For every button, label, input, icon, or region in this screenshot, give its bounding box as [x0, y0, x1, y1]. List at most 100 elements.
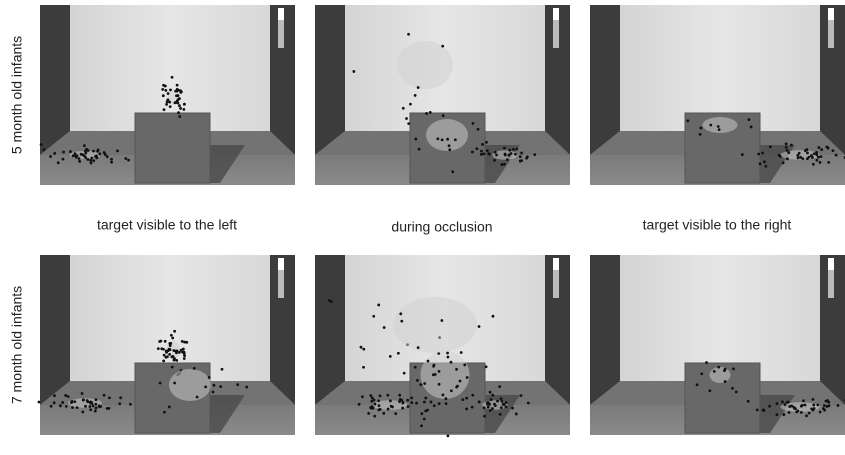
gaze-point [169, 88, 172, 92]
gaze-point [370, 399, 374, 403]
gaze-point [89, 161, 93, 165]
gaze-point [818, 410, 822, 414]
gaze-point [827, 404, 831, 408]
gaze-point [451, 170, 455, 174]
gaze-point [82, 398, 85, 402]
gaze-point [42, 148, 46, 152]
gaze-point [91, 404, 95, 408]
gaze-point [164, 349, 168, 353]
gaze-point [177, 111, 180, 115]
gaze-point [180, 340, 184, 343]
gaze-point [69, 150, 72, 153]
gaze-point [401, 401, 405, 404]
gaze-point [107, 396, 111, 400]
gaze-point [440, 319, 444, 322]
gaze-point [755, 408, 759, 412]
gaze-point [179, 107, 182, 110]
gaze-point [758, 162, 762, 166]
gaze-point [768, 404, 771, 408]
stimulus-panel [37, 254, 296, 436]
gaze-point [491, 407, 494, 410]
gaze-point [458, 379, 462, 383]
gaze-point [173, 329, 176, 333]
gaze-point [503, 146, 506, 150]
gaze-point [86, 400, 90, 404]
gaze-point [815, 153, 819, 157]
gaze-point [179, 348, 183, 352]
gaze-point [159, 339, 163, 343]
gaze-point [749, 125, 753, 129]
gaze-point [405, 117, 408, 120]
gaze-point [391, 405, 394, 409]
gaze-point [362, 365, 365, 369]
gaze-point [90, 156, 94, 160]
gaze-point [174, 349, 177, 353]
gaze-point [806, 151, 809, 155]
gaze-point [775, 402, 779, 405]
gaze-point [211, 390, 215, 394]
gaze-point [382, 411, 386, 415]
gaze-point [378, 394, 382, 398]
gaze-point [495, 153, 498, 157]
gaze-point [784, 142, 788, 146]
gaze-point [370, 396, 374, 400]
gaze-point [357, 402, 361, 406]
gaze-point [410, 396, 414, 400]
gaze-point [807, 411, 811, 415]
gaze-point [796, 156, 800, 160]
gaze-point [378, 407, 382, 411]
gaze-point [73, 152, 77, 155]
gaze-point [361, 395, 364, 399]
gaze-point [805, 414, 808, 418]
gaze-point [408, 102, 412, 106]
gaze-point [811, 397, 815, 401]
gaze-point [477, 400, 481, 404]
gaze-point [220, 367, 224, 371]
gaze-point [796, 409, 800, 413]
gaze-point [75, 406, 79, 410]
gaze-point [424, 396, 428, 400]
gaze-point [81, 410, 85, 414]
gaze-point [764, 164, 768, 168]
gaze-point [182, 357, 186, 360]
gaze-point [94, 398, 98, 402]
gaze-point [785, 148, 789, 152]
gaze-point [396, 351, 400, 355]
gaze-point [362, 347, 366, 351]
gaze-point [182, 108, 186, 111]
gaze-point [179, 89, 182, 93]
gaze-point [162, 108, 166, 112]
gaze-point [488, 409, 492, 412]
gaze-point [514, 152, 517, 156]
gaze-point [819, 155, 823, 158]
gaze-point [169, 333, 173, 337]
gaze-point [786, 157, 789, 161]
gaze-heat [709, 367, 731, 383]
gaze-heat [420, 351, 470, 399]
gaze-point [818, 160, 822, 164]
gaze-point [444, 397, 448, 401]
gaze-point [92, 149, 95, 153]
gaze-point [124, 157, 128, 160]
gaze-point [56, 161, 60, 165]
gaze-point [446, 137, 450, 141]
gaze-point [182, 350, 186, 354]
gaze-point [489, 398, 493, 402]
gaze-point [480, 149, 483, 153]
gaze-point [431, 373, 435, 377]
gaze-point [49, 404, 53, 408]
gaze-point [698, 132, 702, 136]
gaze-point [761, 151, 765, 155]
gaze-point [432, 364, 435, 368]
gaze-point [717, 365, 721, 369]
gaze-point [514, 412, 518, 416]
gaze-point [168, 344, 172, 347]
gaze-point [195, 395, 199, 399]
gaze-point [386, 393, 390, 397]
gaze-point [695, 383, 699, 387]
gaze-point [415, 401, 418, 405]
gaze-point [699, 126, 703, 130]
gaze-point [73, 400, 77, 404]
gaze-point [79, 152, 83, 156]
gaze-point [401, 406, 405, 410]
